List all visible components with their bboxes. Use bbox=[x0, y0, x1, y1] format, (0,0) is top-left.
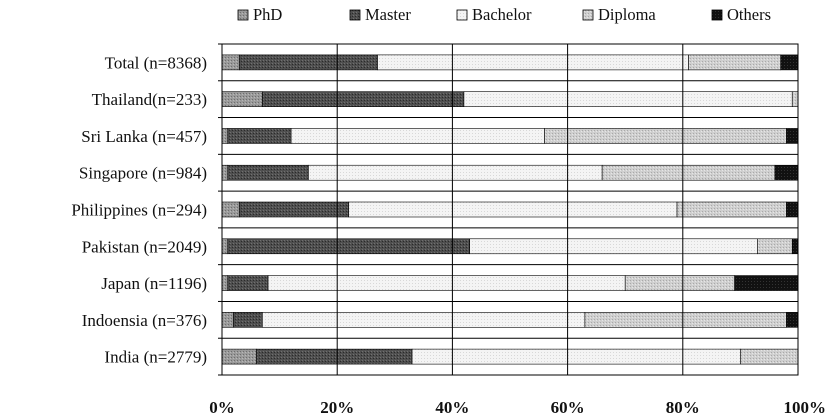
bar-master-1 bbox=[262, 91, 465, 107]
bar-diploma-4 bbox=[676, 201, 787, 218]
legend-label-master: Master bbox=[365, 5, 411, 24]
bar-diploma-8 bbox=[740, 348, 799, 365]
legend-swatch-bachelor bbox=[456, 9, 468, 21]
bar-master-3 bbox=[227, 164, 309, 181]
legend-label-others: Others bbox=[727, 5, 771, 24]
bar-others-0 bbox=[780, 54, 799, 71]
bar-phd-4 bbox=[221, 201, 240, 218]
x-tick-label-5: 100% bbox=[784, 398, 827, 417]
category-label-5: Pakistan (n=2049) bbox=[82, 237, 207, 256]
bar-others-3 bbox=[774, 164, 799, 181]
bar-phd-5 bbox=[221, 238, 229, 255]
legend-label-diploma: Diploma bbox=[598, 5, 656, 24]
bar-phd-3 bbox=[221, 164, 229, 181]
legend-swatch-phd bbox=[237, 9, 249, 21]
bar-phd-7 bbox=[221, 312, 234, 328]
category-label-4: Philippines (n=294) bbox=[71, 201, 207, 220]
category-label-1: Thailand(n=233) bbox=[92, 90, 207, 109]
bar-bachelor-2 bbox=[290, 128, 545, 144]
bar-bachelor-1 bbox=[463, 91, 793, 107]
bar-others-2 bbox=[786, 128, 799, 144]
x-axis-labels: 0% 20% 40% 60% 80% 100% bbox=[209, 398, 826, 417]
bar-phd-2 bbox=[221, 128, 229, 144]
bar-master-0 bbox=[238, 54, 378, 71]
category-label-3: Singapore (n=984) bbox=[79, 164, 207, 183]
x-tick-label-2: 40% bbox=[435, 398, 469, 417]
bar-diploma-0 bbox=[688, 54, 782, 71]
bar-master-7 bbox=[233, 312, 263, 328]
bar-bachelor-5 bbox=[469, 238, 758, 255]
bar-others-5 bbox=[791, 238, 799, 255]
plot-frame bbox=[221, 43, 799, 376]
x-tick-label-3: 60% bbox=[551, 398, 585, 417]
bar-phd-6 bbox=[221, 275, 229, 291]
bar-bachelor-8 bbox=[411, 348, 741, 365]
bar-diploma-7 bbox=[584, 312, 787, 328]
legend-swatch-others bbox=[711, 9, 723, 21]
bar-bachelor-4 bbox=[348, 201, 678, 218]
bar-bachelor-7 bbox=[262, 312, 586, 328]
bar-others-6 bbox=[734, 275, 799, 291]
category-label-7: Indoensia (n=376) bbox=[82, 311, 207, 330]
bar-master-8 bbox=[256, 348, 413, 365]
x-tick-label-4: 80% bbox=[666, 398, 700, 417]
legend-swatch-diploma bbox=[582, 9, 594, 21]
bar-phd-8 bbox=[221, 348, 257, 365]
y-axis-ticks bbox=[218, 43, 222, 376]
bar-phd-0 bbox=[221, 54, 240, 71]
bars bbox=[221, 54, 799, 365]
category-label-8: India (n=2779) bbox=[104, 348, 207, 367]
legend-swatch-master bbox=[349, 9, 361, 21]
bar-diploma-5 bbox=[757, 238, 793, 255]
legend-label-phd: PhD bbox=[253, 5, 282, 24]
category-label-2: Sri Lanka (n=457) bbox=[81, 127, 207, 146]
bar-others-4 bbox=[786, 201, 799, 218]
legend: PhD Master Bachelor Diploma Others bbox=[237, 5, 771, 24]
bar-bachelor-0 bbox=[377, 54, 689, 71]
bar-diploma-1 bbox=[791, 91, 799, 107]
bar-master-2 bbox=[227, 128, 292, 144]
legend-label-bachelor: Bachelor bbox=[472, 5, 532, 24]
bar-bachelor-6 bbox=[267, 275, 626, 291]
gridlines bbox=[222, 44, 798, 375]
x-tick-label-0: 0% bbox=[209, 398, 235, 417]
bar-others-7 bbox=[786, 312, 799, 328]
category-label-6: Japan (n=1196) bbox=[101, 274, 207, 293]
bar-phd-1 bbox=[221, 91, 263, 107]
x-tick-label-1: 20% bbox=[320, 398, 354, 417]
bar-bachelor-3 bbox=[308, 164, 603, 181]
bar-master-6 bbox=[227, 275, 269, 291]
bar-diploma-6 bbox=[624, 275, 735, 291]
category-label-0: Total (n=8368) bbox=[105, 53, 207, 72]
bar-master-5 bbox=[227, 238, 470, 255]
bar-diploma-3 bbox=[601, 164, 776, 181]
bar-master-4 bbox=[238, 201, 350, 218]
bar-diploma-2 bbox=[544, 128, 787, 144]
y-axis-labels: Total (n=8368) Thailand(n=233) Sri Lanka (… bbox=[71, 53, 207, 366]
